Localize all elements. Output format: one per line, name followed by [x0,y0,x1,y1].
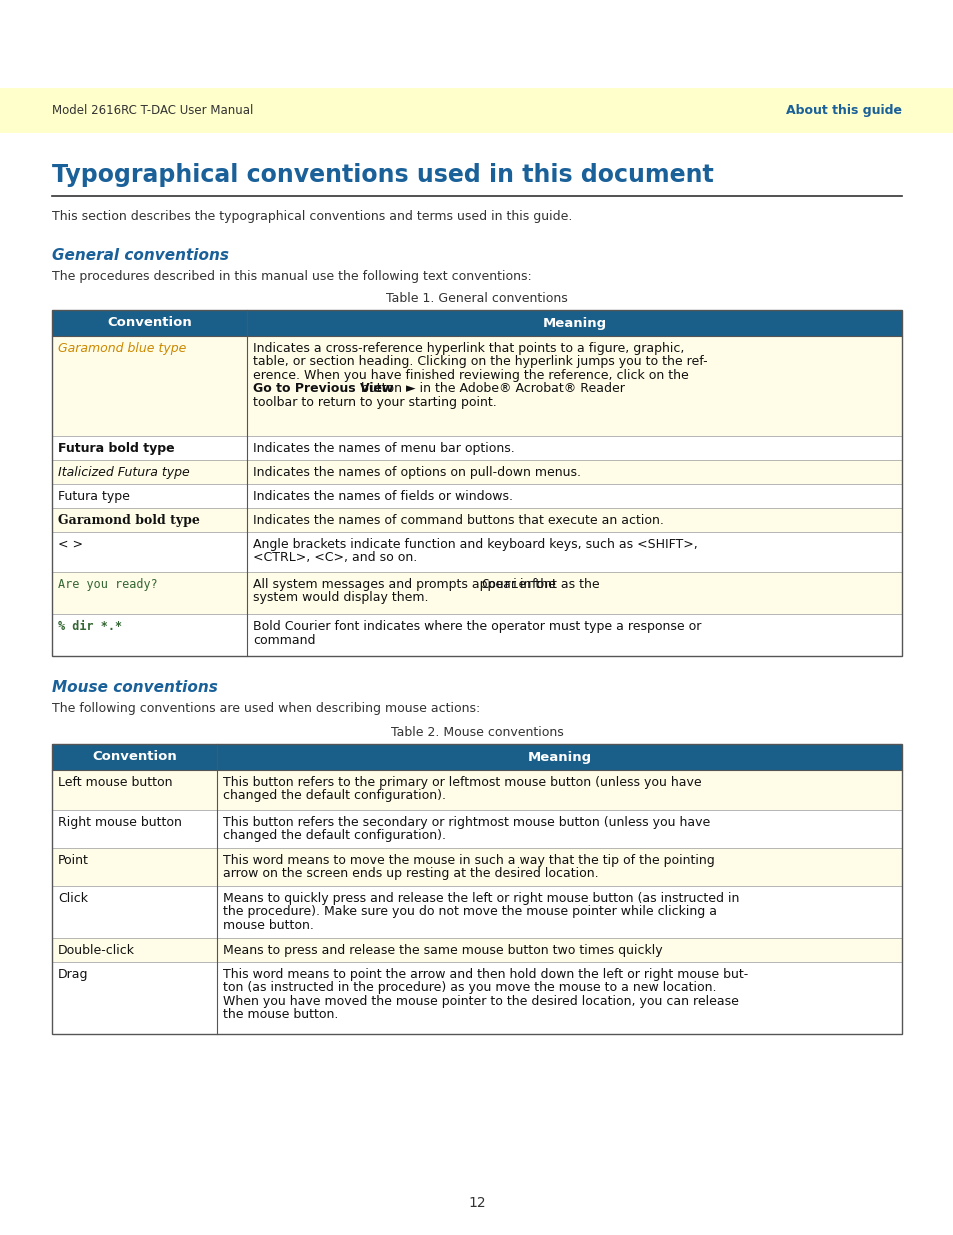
Text: This button refers the secondary or rightmost mouse button (unless you have: This button refers the secondary or righ… [223,816,709,829]
Text: Go to Previous View: Go to Previous View [253,383,393,395]
Text: table, or section heading. Clicking on the hyperlink jumps you to the ref-: table, or section heading. Clicking on t… [253,356,707,368]
Bar [52,810,901,848]
Text: % dir *.*: % dir *.* [58,620,122,634]
Bar [52,336,901,436]
Text: Are you ready?: Are you ready? [58,578,157,592]
Text: This button refers to the primary or leftmost mouse button (unless you have: This button refers to the primary or lef… [223,776,700,789]
Text: When you have moved the mouse pointer to the desired location, you can release: When you have moved the mouse pointer to… [223,995,739,1008]
Text: the procedure). Make sure you do not move the mouse pointer while clicking a: the procedure). Make sure you do not mov… [223,905,717,919]
Text: button ► in the Adobe® Acrobat® Reader: button ► in the Adobe® Acrobat® Reader [357,383,625,395]
Text: the mouse button.: the mouse button. [223,1009,338,1021]
Text: Drag: Drag [58,968,89,981]
Text: Left mouse button: Left mouse button [58,776,172,789]
Bar [52,939,901,962]
Text: mouse button.: mouse button. [223,919,314,932]
Text: Point: Point [58,853,89,867]
Text: Indicates the names of command buttons that execute an action.: Indicates the names of command buttons t… [253,514,663,527]
Bar [52,459,901,484]
Text: Meaning: Meaning [542,316,606,330]
Text: Bold Courier font indicates where the operator must type a response or: Bold Courier font indicates where the op… [253,620,700,634]
Text: Convention: Convention [92,751,176,763]
Text: About this guide: About this guide [785,104,901,117]
Text: Indicates the names of options on pull-down menus.: Indicates the names of options on pull-d… [253,466,580,479]
Text: Meaning: Meaning [527,751,591,763]
Text: ton (as instructed in the procedure) as you move the mouse to a new location.: ton (as instructed in the procedure) as … [223,982,716,994]
Text: toolbar to return to your starting point.: toolbar to return to your starting point… [253,396,497,409]
Text: This word means to move the mouse in such a way that the tip of the pointing: This word means to move the mouse in suc… [223,853,714,867]
Text: Typographical conventions used in this document: Typographical conventions used in this d… [52,163,713,186]
Text: Table 1. General conventions: Table 1. General conventions [386,291,567,305]
Text: <CTRL>, <C>, and so on.: <CTRL>, <C>, and so on. [253,552,416,564]
Text: arrow on the screen ends up resting at the desired location.: arrow on the screen ends up resting at t… [223,867,598,881]
Text: Click: Click [58,892,88,905]
Text: Italicized Futura type: Italicized Futura type [58,466,190,479]
Text: Courier: Courier [480,578,533,592]
Text: Table 2. Mouse conventions: Table 2. Mouse conventions [390,726,563,739]
Bar [52,769,901,810]
Bar [52,310,901,336]
Text: This section describes the typographical conventions and terms used in this guid: This section describes the typographical… [52,210,572,224]
Text: General conventions: General conventions [52,248,229,263]
Text: Model 2616RC T-DAC User Manual: Model 2616RC T-DAC User Manual [52,104,253,117]
Bar [52,848,901,885]
Text: Angle brackets indicate function and keyboard keys, such as <SHIFT>,: Angle brackets indicate function and key… [253,538,697,551]
Bar [52,436,901,459]
Text: command: command [253,634,315,646]
Text: changed the default configuration).: changed the default configuration). [223,830,446,842]
Text: Convention: Convention [107,316,192,330]
Text: All system messages and prompts appear in the: All system messages and prompts appear i… [253,578,559,592]
Text: The procedures described in this manual use the following text conventions:: The procedures described in this manual … [52,270,531,283]
Text: Futura type: Futura type [58,490,130,503]
Text: Right mouse button: Right mouse button [58,816,182,829]
Bar [52,572,901,614]
Text: Indicates the names of menu bar options.: Indicates the names of menu bar options. [253,442,515,454]
Text: < >: < > [58,538,83,551]
Bar [52,614,901,656]
Text: The following conventions are used when describing mouse actions:: The following conventions are used when … [52,701,479,715]
Bar [52,885,901,939]
Bar [52,743,901,1034]
Text: Means to quickly press and release the left or right mouse button (as instructed: Means to quickly press and release the l… [223,892,739,905]
Text: changed the default configuration).: changed the default configuration). [223,789,446,803]
Bar [0,88,953,133]
Bar [52,508,901,532]
Bar [52,743,901,769]
Text: Means to press and release the same mouse button two times quickly: Means to press and release the same mous… [223,944,662,957]
Bar [52,962,901,1034]
Text: This word means to point the arrow and then hold down the left or right mouse bu: This word means to point the arrow and t… [223,968,747,981]
Text: Garamond bold type: Garamond bold type [58,514,200,527]
Text: 12: 12 [468,1195,485,1210]
Text: erence. When you have finished reviewing the reference, click on the: erence. When you have finished reviewing… [253,369,688,382]
Text: Indicates the names of fields or windows.: Indicates the names of fields or windows… [253,490,513,503]
Text: Mouse conventions: Mouse conventions [52,680,217,695]
Text: system would display them.: system would display them. [253,592,428,604]
Bar [52,532,901,572]
Bar [52,484,901,508]
Text: font as the: font as the [528,578,599,592]
Bar [52,310,901,656]
Text: Indicates a cross-reference hyperlink that points to a figure, graphic,: Indicates a cross-reference hyperlink th… [253,342,683,354]
Text: Double-click: Double-click [58,944,135,957]
Text: Garamond blue type: Garamond blue type [58,342,186,354]
Text: Futura bold type: Futura bold type [58,442,174,454]
